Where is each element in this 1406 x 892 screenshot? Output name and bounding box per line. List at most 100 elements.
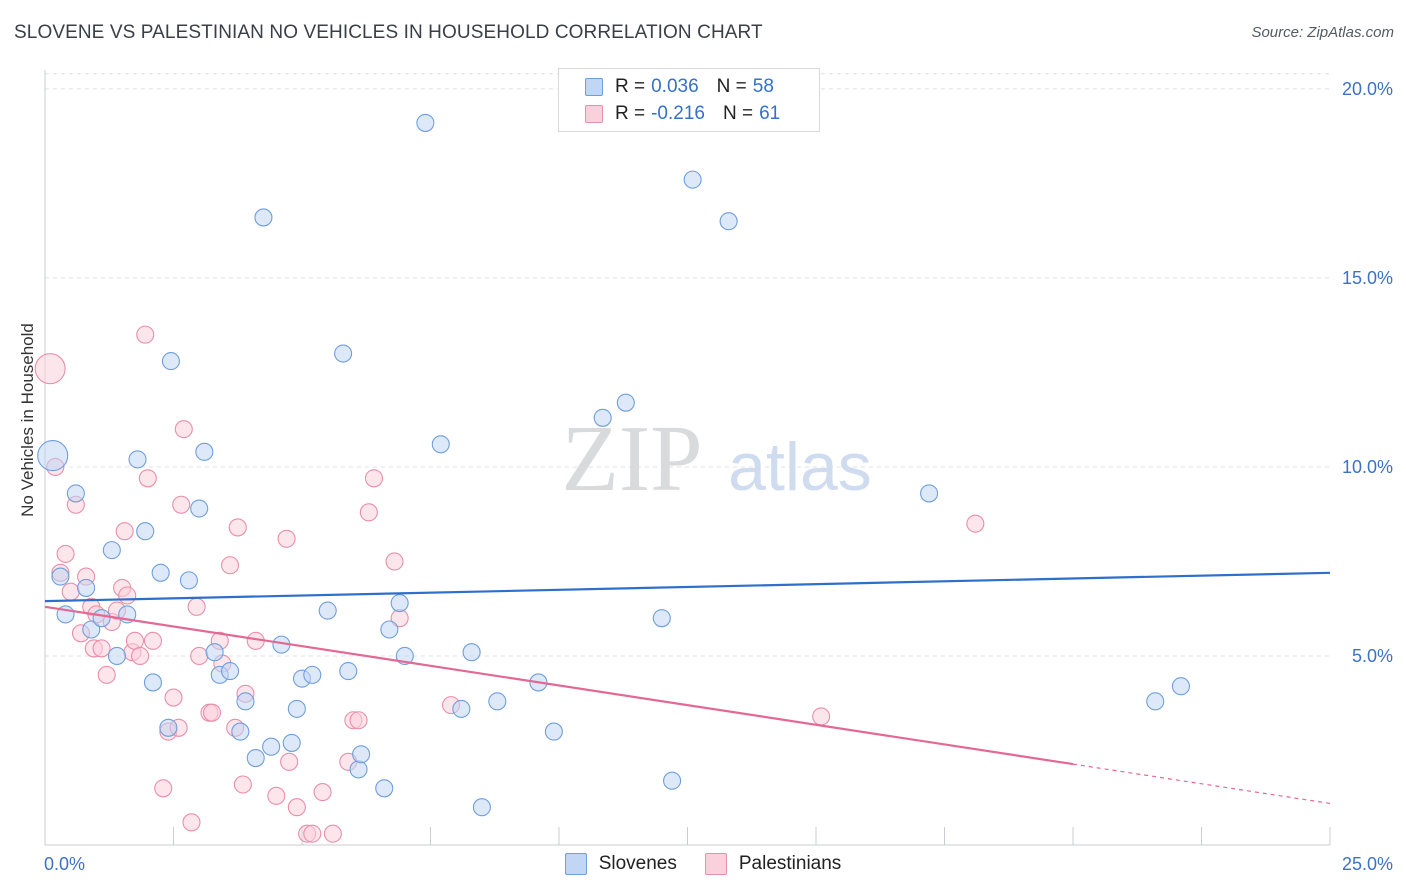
point-slovenes	[51, 567, 70, 586]
point-palestinians	[172, 495, 191, 514]
point-palestinians	[154, 779, 173, 798]
legend-r-label-pink: R =	[615, 103, 646, 124]
legend-item-palestinians: Palestinians	[704, 853, 842, 875]
point-slovenes	[262, 737, 281, 756]
point-slovenes	[179, 571, 198, 590]
point-slovenes	[462, 643, 481, 662]
point-slovenes	[236, 692, 255, 711]
point-palestinians	[182, 813, 201, 832]
series-legend: Slovenes Palestinians	[0, 850, 1406, 878]
y-tick-label: 10.0%	[1342, 457, 1393, 477]
point-slovenes	[390, 593, 409, 613]
point-slovenes	[220, 662, 240, 681]
point-slovenes	[82, 620, 101, 639]
y-tick-label: 15.0%	[1342, 268, 1393, 288]
trend-line-palestinians	[44, 605, 1074, 766]
legend-swatch-blue	[585, 78, 603, 96]
point-slovenes	[616, 393, 635, 412]
point-palestinians	[228, 518, 247, 537]
point-slovenes	[66, 484, 85, 503]
point-slovenes	[107, 646, 127, 666]
point-slovenes	[452, 699, 471, 718]
legend-row-palestinians: R = -0.216 N = 61	[585, 101, 780, 127]
point-palestinians	[233, 775, 252, 794]
legend-label-palestinians: Palestinians	[738, 853, 842, 874]
point-palestinians	[143, 631, 162, 650]
point-slovenes	[303, 665, 322, 684]
point-slovenes	[593, 408, 612, 427]
point-slovenes	[282, 733, 301, 752]
point-slovenes	[472, 798, 491, 817]
x-tick-label: 25.0%	[1342, 854, 1393, 874]
point-slovenes	[380, 620, 399, 639]
point-slovenes	[318, 601, 337, 620]
point-palestinians	[966, 514, 985, 533]
point-slovenes	[416, 113, 435, 132]
point-slovenes	[102, 541, 121, 560]
point-slovenes	[190, 499, 209, 518]
point-palestinians	[136, 325, 155, 344]
y-axis-label-container: No Vehicles in Household	[16, 140, 40, 700]
point-slovenes	[151, 563, 170, 582]
point-slovenes	[195, 442, 214, 461]
point-palestinians	[138, 469, 157, 488]
point-palestinians	[267, 786, 286, 805]
point-slovenes	[719, 212, 738, 231]
point-palestinians	[349, 711, 368, 730]
point-slovenes	[334, 344, 353, 363]
point-slovenes	[92, 609, 111, 628]
chart-title: SLOVENE VS PALESTINIAN NO VEHICLES IN HO…	[14, 22, 763, 43]
point-palestinians	[174, 420, 193, 439]
point-slovenes	[77, 578, 96, 597]
legend-swatch-pink	[585, 105, 603, 123]
legend-n-label-blue: N =	[716, 76, 747, 97]
correlation-legend: R = 0.036 N = 58 R = -0.216 N = 61	[558, 68, 820, 132]
series-slovenes-points	[37, 113, 1190, 817]
point-palestinians	[203, 703, 222, 722]
trend-line-palestinians-extension	[1072, 763, 1331, 805]
point-palestinians	[287, 798, 306, 817]
x-tick-label: 0.0%	[44, 854, 85, 874]
point-slovenes	[254, 208, 273, 227]
point-slovenes	[37, 440, 69, 472]
point-slovenes	[231, 722, 250, 741]
point-palestinians	[385, 552, 404, 571]
legend-swatch-slovenes	[564, 853, 587, 875]
tick-labels: 5.0% 10.0% 15.0% 20.0% 0.0% 25.0%	[44, 79, 1393, 874]
point-palestinians	[313, 783, 332, 802]
point-slovenes	[652, 609, 671, 628]
legend-row-slovenes: R = 0.036 N = 58	[585, 74, 774, 100]
point-palestinians	[364, 469, 384, 488]
point-palestinians	[187, 597, 206, 616]
point-slovenes	[352, 745, 371, 764]
point-slovenes	[1171, 677, 1190, 696]
point-palestinians	[812, 707, 831, 726]
point-palestinians	[277, 529, 296, 548]
point-palestinians	[190, 646, 209, 666]
watermark-zip: ZIP	[562, 407, 703, 511]
legend-n-value-pink: 61	[759, 103, 781, 124]
point-palestinians	[115, 522, 134, 541]
legend-label-slovenes: Slovenes	[598, 853, 677, 874]
point-slovenes	[375, 779, 394, 798]
y-axis-label: No Vehicles in Household	[18, 323, 37, 517]
point-palestinians	[125, 631, 144, 650]
point-slovenes	[161, 352, 180, 371]
legend-r-value-blue: 0.036	[651, 76, 699, 97]
trend-lines	[44, 571, 1331, 805]
watermark-atlas: atlas	[728, 429, 872, 505]
point-palestinians	[92, 639, 111, 658]
point-palestinians	[359, 503, 378, 522]
point-palestinians	[97, 665, 116, 684]
point-slovenes	[349, 760, 368, 779]
legend-r-value-pink: -0.216	[651, 103, 705, 124]
point-palestinians	[164, 688, 183, 707]
point-slovenes	[683, 170, 702, 189]
y-tick-label: 20.0%	[1342, 79, 1393, 99]
point-slovenes	[431, 435, 450, 454]
point-slovenes	[488, 692, 507, 711]
point-slovenes	[920, 484, 939, 503]
legend-r-label-blue: R =	[615, 76, 646, 97]
legend-n-value-blue: 58	[752, 76, 774, 97]
